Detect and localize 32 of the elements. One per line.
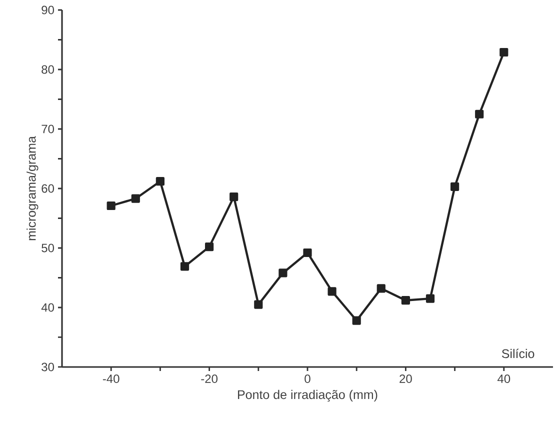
y-tick-label: 90 [42, 6, 54, 14]
point [401, 296, 410, 305]
point [156, 177, 164, 186]
y-tick-label: 70 [42, 124, 54, 134]
annotation: Silício [502, 348, 534, 358]
x-tick-label: 40 [498, 374, 510, 384]
point [376, 284, 386, 293]
point [230, 192, 238, 202]
point [205, 242, 214, 252]
point [303, 248, 312, 258]
point [106, 201, 116, 210]
x-tick-label: -40 [102, 374, 120, 384]
point [352, 316, 361, 325]
point [426, 294, 435, 303]
y-tick-label: 60 [42, 184, 54, 193]
y-tick-label: 50 [42, 244, 54, 252]
x-axis-title: Ponto de irradiação (mm) [238, 390, 378, 402]
y-axis-title: micrograma/grama [26, 136, 38, 240]
point [475, 110, 484, 118]
x-tick-label: 20 [400, 374, 412, 384]
x-tick-label: 0 [304, 374, 310, 384]
point [278, 268, 288, 278]
y-tick-label: 30 [42, 362, 54, 372]
point [328, 287, 336, 296]
y-tick-label: 40 [41, 303, 54, 312]
x-tick-label: -20 [201, 374, 218, 384]
point [180, 262, 190, 271]
y-tick-label: 80 [42, 65, 54, 74]
point [450, 182, 460, 192]
point [500, 48, 508, 57]
point [254, 300, 263, 309]
point [131, 194, 140, 203]
